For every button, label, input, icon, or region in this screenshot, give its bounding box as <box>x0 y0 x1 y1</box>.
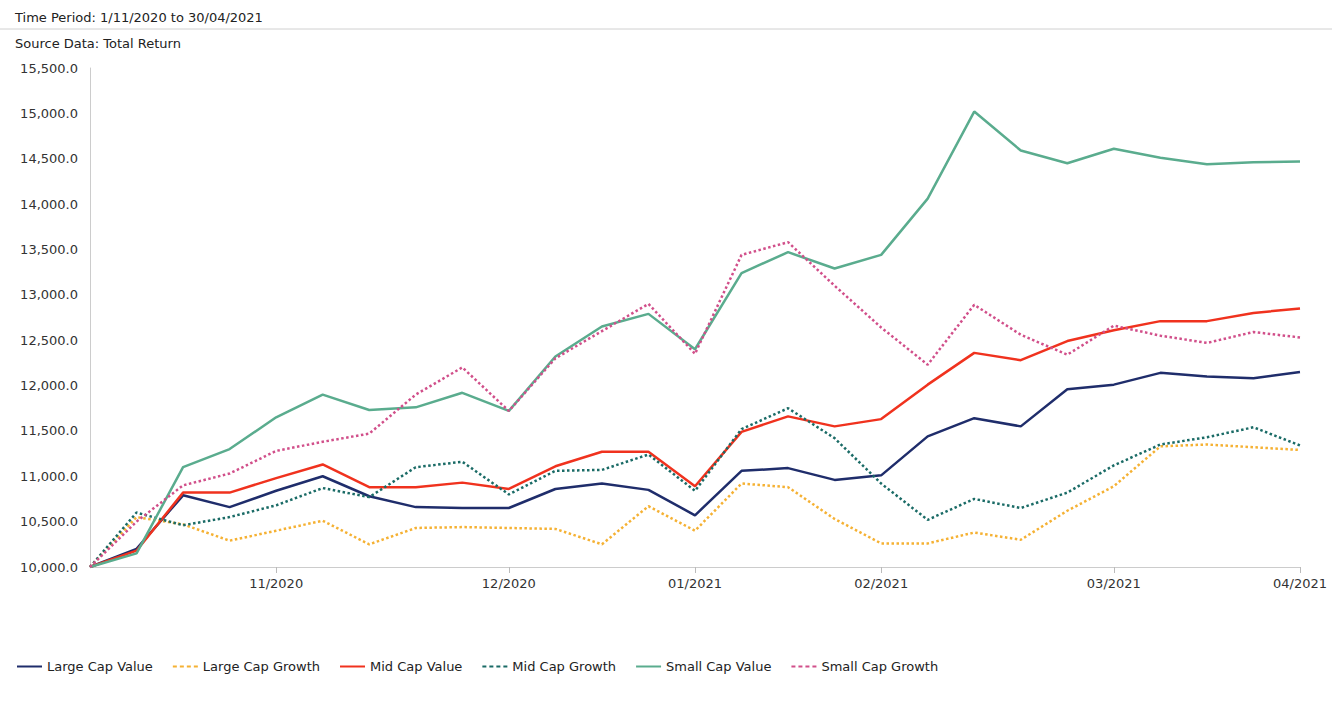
svg-text:Mid Cap Value: Mid Cap Value <box>370 659 462 674</box>
svg-text:13,500.0: 13,500.0 <box>20 242 78 257</box>
svg-text:12/2020: 12/2020 <box>482 576 536 591</box>
svg-text:10,500.0: 10,500.0 <box>20 514 78 529</box>
svg-text:04/2021: 04/2021 <box>1273 576 1327 591</box>
svg-text:03/2021: 03/2021 <box>1087 576 1141 591</box>
svg-text:11,000.0: 11,000.0 <box>20 469 78 484</box>
svg-text:15,500.0: 15,500.0 <box>20 61 78 76</box>
svg-text:Large Cap Growth: Large Cap Growth <box>203 659 320 674</box>
svg-text:10,000.0: 10,000.0 <box>20 560 78 575</box>
svg-text:01/2021: 01/2021 <box>668 576 722 591</box>
svg-text:12,000.0: 12,000.0 <box>20 378 78 393</box>
svg-text:11/2020: 11/2020 <box>249 576 303 591</box>
svg-text:14,000.0: 14,000.0 <box>20 197 78 212</box>
svg-text:13,000.0: 13,000.0 <box>20 287 78 302</box>
svg-text:12,500.0: 12,500.0 <box>20 333 78 348</box>
svg-text:Large Cap Value: Large Cap Value <box>47 659 153 674</box>
svg-text:11,500.0: 11,500.0 <box>20 423 78 438</box>
svg-text:Small Cap Growth: Small Cap Growth <box>821 659 938 674</box>
svg-text:Small Cap Value: Small Cap Value <box>666 659 771 674</box>
svg-text:14,500.0: 14,500.0 <box>20 151 78 166</box>
svg-text:15,000.0: 15,000.0 <box>20 106 78 121</box>
svg-text:02/2021: 02/2021 <box>854 576 908 591</box>
svg-text:Mid Cap Growth: Mid Cap Growth <box>512 659 616 674</box>
svg-text:Time Period: 1/11/2020 to 30/0: Time Period: 1/11/2020 to 30/04/2021 <box>14 10 263 25</box>
svg-text:Source Data: Total Return: Source Data: Total Return <box>15 36 181 51</box>
